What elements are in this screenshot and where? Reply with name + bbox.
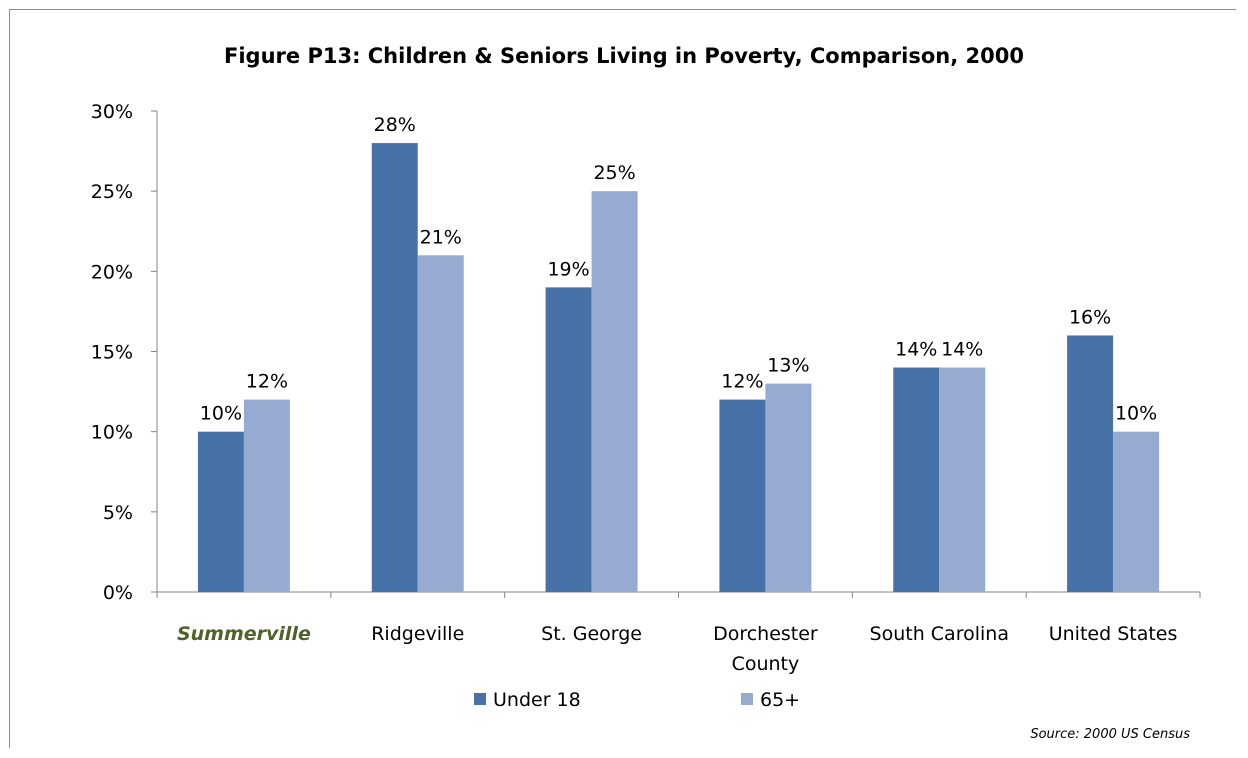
y-tick-label: 0%: [103, 582, 133, 604]
x-category-label: St. George: [541, 623, 642, 645]
bar: [1113, 431, 1160, 592]
data-label: 12%: [721, 371, 763, 393]
data-label: 10%: [1115, 403, 1157, 425]
bar: [765, 383, 812, 592]
data-label: 28%: [374, 114, 416, 136]
legend-swatch: [741, 693, 753, 705]
y-tick-label: 20%: [91, 261, 133, 283]
legend-label: 65+: [760, 689, 800, 711]
x-category-label: United States: [1049, 623, 1178, 645]
chart-title: Figure P13: Children & Seniors Living in…: [224, 44, 1024, 68]
x-category-label: Dorchester County: [713, 623, 818, 675]
y-tick-label: 10%: [91, 422, 133, 444]
bar: [197, 431, 244, 592]
bar: [371, 143, 418, 593]
bar: [939, 367, 986, 592]
data-label: 13%: [767, 355, 809, 377]
data-label: 12%: [246, 371, 288, 393]
chart-frame: [9, 9, 1236, 748]
x-category-label: Ridgeville: [371, 623, 464, 645]
y-tick-label: 25%: [91, 181, 133, 203]
data-label: 16%: [1069, 306, 1111, 328]
bar: [719, 399, 766, 592]
legend-swatch: [474, 693, 486, 705]
data-label: 21%: [420, 226, 462, 248]
data-label: 10%: [200, 403, 242, 425]
data-label: 25%: [593, 162, 635, 184]
bar: [417, 255, 464, 593]
y-tick-label: 15%: [91, 342, 133, 364]
data-label: 14%: [895, 339, 937, 361]
data-label: 14%: [941, 339, 983, 361]
source-note: Source: 2000 US Census: [1030, 727, 1190, 742]
data-label: 19%: [547, 258, 589, 280]
legend-label: Under 18: [493, 689, 581, 711]
bar: [591, 191, 638, 592]
y-tick-label: 5%: [103, 502, 133, 524]
bar: [893, 367, 940, 592]
bar: [243, 399, 290, 592]
bar: [1067, 335, 1114, 592]
x-category-label: Summerville: [177, 623, 311, 645]
y-tick-label: 30%: [91, 101, 133, 123]
bar: [545, 287, 592, 592]
x-category-label: South Carolina: [870, 623, 1009, 645]
